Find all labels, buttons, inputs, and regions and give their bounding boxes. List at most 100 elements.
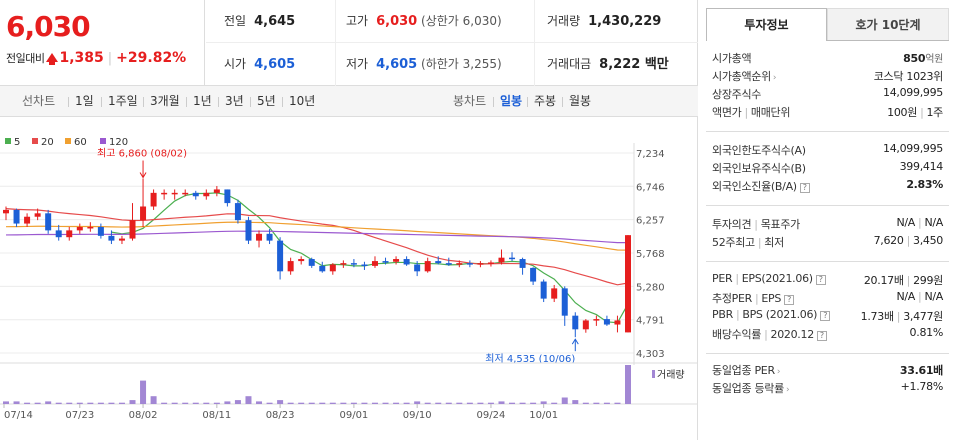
open-label: 시가 [224,57,247,71]
y-tick-label: 7,234 [636,149,665,160]
volume-bar [487,402,494,404]
tab-orderbook-10[interactable]: 호가 10단계 [827,8,949,41]
candle-body [45,213,52,231]
x-tick-label: 09/24 [477,410,506,421]
tab-period-1d[interactable]: 1일 [75,94,94,108]
volume-bar [277,400,284,404]
candle-body [298,259,305,262]
volume-bar [424,402,431,404]
tab-investment-info[interactable]: 투자정보 [706,8,827,41]
volume-bar [477,402,484,404]
low-label: 저가 [346,57,369,71]
tab-candle-chart[interactable]: 봉차트 [453,94,487,108]
legend-swatch [5,138,11,144]
tab-period-5y[interactable]: 5년 [257,94,276,108]
tab-candle-monthly[interactable]: 월봉 [569,94,592,108]
help-icon[interactable]: ? [820,311,831,321]
candle-body [256,233,263,241]
candlestick-chart[interactable]: 5 20 60 120 7,234 6,746 6,257 5,768 5,280 4,791 4,… [0,118,698,440]
trading-unit-label: 매매단위 [750,106,791,119]
help-icon[interactable]: ? [799,183,810,193]
volume-bar [414,401,421,404]
help-icon[interactable]: ? [815,275,826,285]
candle-body [319,265,326,272]
industry-change-label: 동일업종 등락률 [712,382,784,395]
help-icon[interactable]: ? [784,295,795,305]
tab-period-10y[interactable]: 10년 [289,94,316,108]
x-tick-label: 08/11 [202,410,231,421]
target-price-value: N/A [924,216,943,229]
candle-body [34,213,41,217]
market-cap-value: 850 [903,52,926,65]
volume-bar [466,402,473,404]
info-section-foreign: 외국인한도주식수(A) 14,099,995 외국인보유주식수(B) 399,414… [706,140,949,206]
tab-period-1w[interactable]: 1주일 [108,94,138,108]
volume-bar [97,402,104,404]
chart-tabs: 선차트 1일 1주일 3개월 1년 3년 5년 10년 봉차트 일봉 주봉 월봉 [0,86,698,117]
current-price: 6,030 [6,10,91,43]
volume-bar [66,402,73,404]
volume-bar [287,402,294,404]
candle-body [224,189,231,204]
upper-limit: (상한가 6,030) [421,14,502,28]
foreign-exhaust-label: 외국인소진율(B/A) [712,180,797,193]
volume-bar [361,402,368,404]
change-rate: +29.82% [116,50,187,66]
volume-bar [266,402,273,404]
tab-period-3m[interactable]: 3개월 [150,94,180,108]
volume-bar [572,400,579,404]
volume-bar [393,402,400,404]
volume-bar [192,402,199,404]
listed-shares-value: 14,099,995 [883,86,943,99]
market-cap-unit: 억원 [925,54,943,65]
volume-label: 거래량 [657,369,685,381]
candle-body [55,230,62,238]
candle-body [76,226,83,231]
up-arrow-icon [46,53,59,65]
legend-label: 5 [14,137,20,148]
ma-line-60 [5,221,629,251]
candle-body [393,259,400,262]
volume-bar [340,402,347,404]
volume-bar [561,397,568,404]
foreign-limit-value: 14,099,995 [883,142,943,155]
volume-bar [603,402,610,404]
per-label: PER [712,272,733,285]
candle-body [361,264,368,266]
target-price-label: 목표주가 [760,218,801,231]
volume-bar [519,402,526,404]
tab-candle-daily[interactable]: 일봉 [500,94,523,108]
volume-bar [45,401,52,404]
help-icon[interactable]: ? [816,331,827,341]
candle-body [424,261,431,272]
tab-line-chart[interactable]: 선차트 [22,94,56,108]
chevron-right-icon[interactable]: › [785,385,790,395]
info-section-opinion: 투자의견 | 목표주가 N/A | N/A 52주최고 | 최저 7,620 | 3,450 [706,214,949,262]
chevron-right-icon[interactable]: › [772,73,777,83]
tab-period-3y[interactable]: 3년 [225,94,244,108]
prev-close-label: 전일 [224,14,247,28]
candle-body [403,259,410,265]
x-tick-label: 09/01 [339,410,368,421]
open-value: 4,605 [254,57,296,72]
par-value-value: 100원 [887,106,918,119]
volume-bar [213,402,220,404]
volume-bar [435,402,442,404]
tab-period-1y[interactable]: 1년 [193,94,212,108]
candle-body [414,264,421,272]
y-tick-label: 5,768 [636,249,665,260]
x-tick-label: 08/02 [129,410,158,421]
listed-shares-label: 상장주식수 [712,88,762,101]
opinion-label: 투자의견 [712,218,752,231]
volume-bar [614,402,621,404]
chevron-right-icon[interactable]: › [776,367,781,377]
candle-body [487,262,494,264]
volume-bar [129,400,136,404]
volume-bar [456,402,463,404]
market-cap-label: 시가총액 [712,52,752,65]
tab-candle-weekly[interactable]: 주봉 [534,94,557,108]
dividend-yield-value: 0.81% [909,326,944,339]
volume-bar [551,402,558,404]
info-section-valuation: PER | EPS(2021.06)? 20.17배 | 299원 추정PER | EPS? N… [706,270,949,354]
bps-label: BPS (2021.06) [742,308,818,321]
